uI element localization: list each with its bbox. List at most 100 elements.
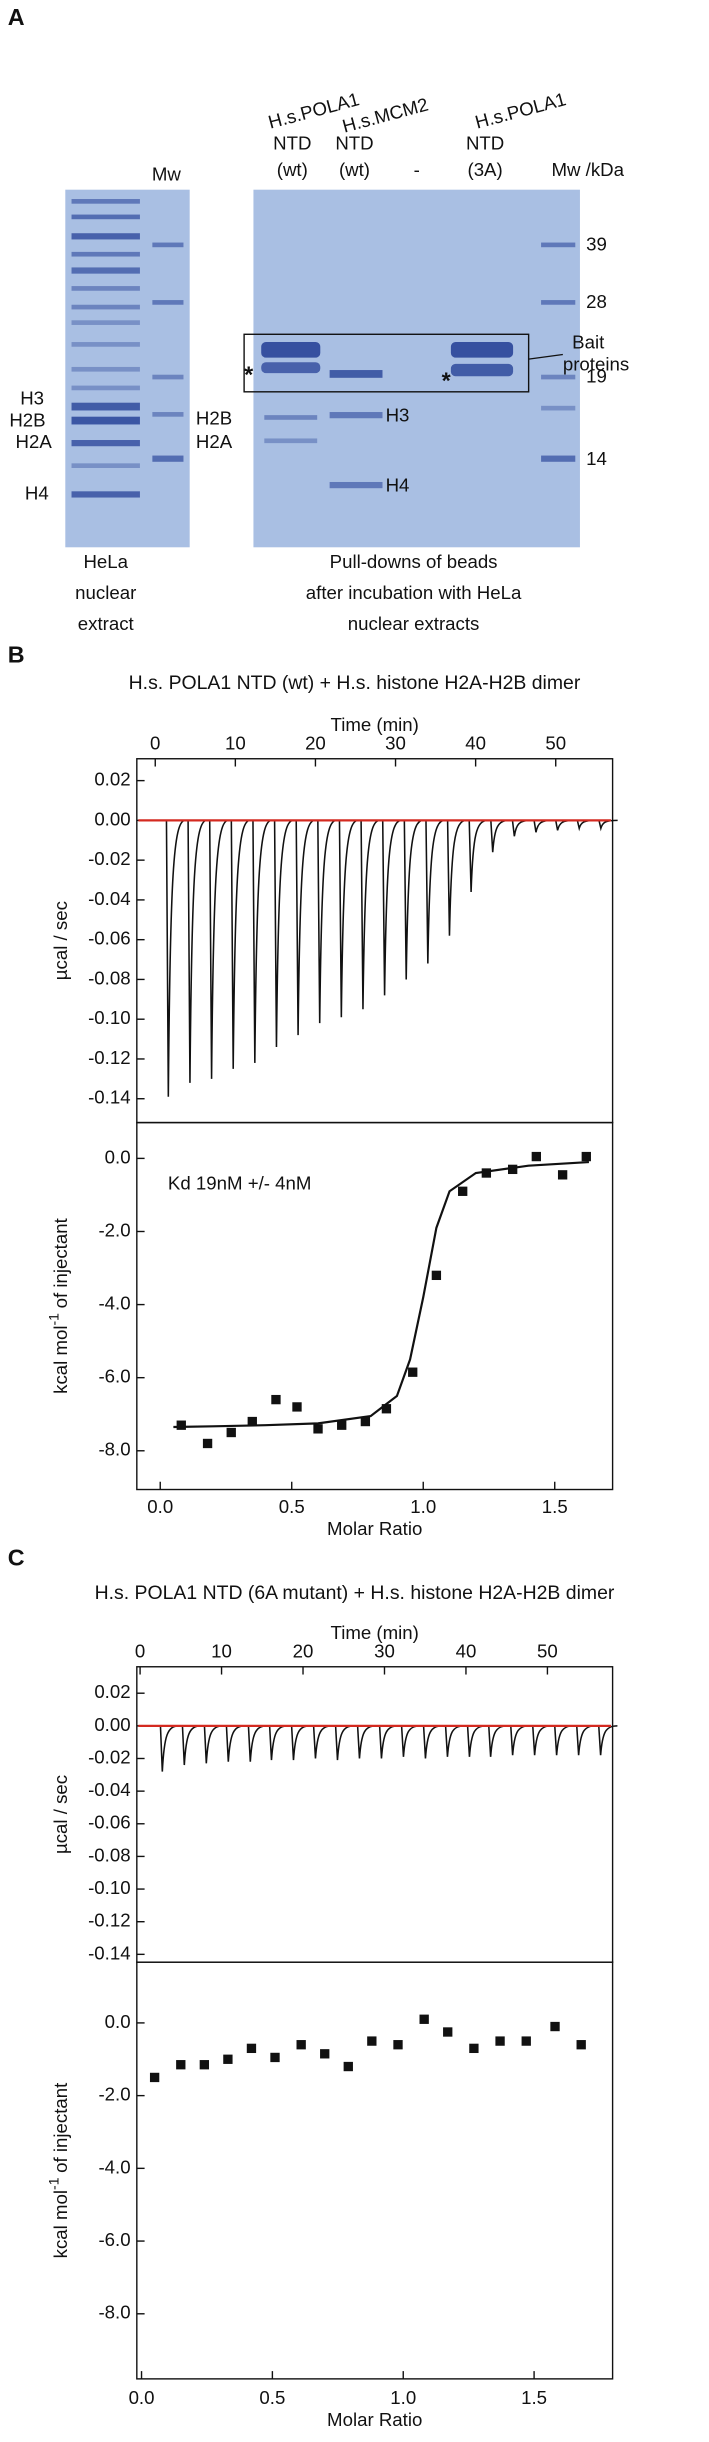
chart-title: H.s. POLA1 NTD (6A mutant) + H.s. histon… xyxy=(95,1582,615,1604)
lane-header: - xyxy=(414,159,420,180)
y-tick-label: 0.02 xyxy=(94,1681,130,1702)
x-axis-title: Time (min) xyxy=(331,1622,419,1643)
band-label: H2B xyxy=(196,408,232,429)
data-point xyxy=(247,1416,257,1427)
y-tick-label: -0.12 xyxy=(88,1047,131,1068)
y-tick-label: -4.0 xyxy=(98,2156,130,2177)
data-point xyxy=(176,1420,186,1430)
data-point xyxy=(343,2061,353,2072)
x-tick-label: 40 xyxy=(465,733,486,754)
injection-peak xyxy=(356,1725,377,1759)
data-point xyxy=(296,2040,306,2050)
injection-peak xyxy=(208,819,229,1079)
injection-peak xyxy=(553,1725,574,1756)
y-tick-label: -0.08 xyxy=(88,967,131,988)
data-point xyxy=(557,1170,568,1180)
data-point xyxy=(550,2021,560,2032)
panel-label: C xyxy=(8,1545,25,1571)
mw-marker: 28 xyxy=(586,291,607,312)
injection-peak xyxy=(230,819,251,1069)
plot-frame xyxy=(136,1666,614,1963)
annotation: Kd 19nM +/- 4nM xyxy=(168,1173,312,1194)
y-tick-label: -2.0 xyxy=(98,1219,130,1240)
data-point xyxy=(226,1427,236,1438)
data-point xyxy=(149,2072,160,2083)
injection-peak xyxy=(312,1725,333,1759)
data-point xyxy=(419,2014,429,2024)
data-point xyxy=(381,1404,392,1414)
y-tick-label: -0.06 xyxy=(88,928,131,949)
injection-peak xyxy=(533,819,553,833)
x-tick-label: 50 xyxy=(537,1641,558,1662)
y-axis-title: µcal / sec xyxy=(50,901,71,980)
injection-peak xyxy=(400,1725,421,1757)
data-point xyxy=(531,1151,541,1162)
injection-peak xyxy=(338,819,359,1018)
injection-peak xyxy=(247,1725,268,1762)
data-point xyxy=(393,2040,403,2050)
y-tick-label: -0.06 xyxy=(88,1812,131,1833)
data-point xyxy=(443,2027,453,2037)
band-label: H4 xyxy=(25,482,49,503)
caption: after incubation with HeLa xyxy=(306,582,522,603)
injection-peak xyxy=(576,819,597,832)
injection-peak xyxy=(575,1725,596,1756)
gel-extract xyxy=(65,189,190,548)
injection-peak xyxy=(187,819,207,1083)
y-axis-title-sup: -1 xyxy=(45,1313,61,1326)
y-tick-label: -2.0 xyxy=(98,2084,130,2105)
injection-peak xyxy=(295,819,316,1036)
injection-peak xyxy=(165,819,186,1097)
x-tick-label: 10 xyxy=(225,733,246,754)
data-point xyxy=(271,1394,281,1405)
data-point xyxy=(199,2060,210,2070)
itc-panel: B H.s. POLA1 NTD (wt) + H.s. histone H2A-… xyxy=(8,641,618,1539)
band-label: H3 xyxy=(20,388,44,409)
gel-bands xyxy=(71,199,576,498)
injection-peak xyxy=(317,819,337,1024)
y-tick-label: 0.02 xyxy=(94,769,130,790)
x-tick-label: 30 xyxy=(385,733,406,754)
data-point xyxy=(481,1168,492,1178)
data-point xyxy=(495,2036,505,2046)
mw-header: Mw /kDa xyxy=(551,159,624,180)
injection-peak xyxy=(403,819,424,980)
y-axis-title-part: kcal mol xyxy=(50,1325,71,1393)
band-label: H2A xyxy=(196,431,233,452)
injection-peak xyxy=(381,819,402,996)
y-tick-label: -0.02 xyxy=(88,848,131,869)
y-tick-label: 0.0 xyxy=(105,1146,131,1167)
injection-peak xyxy=(273,819,294,1048)
band-label: H3 xyxy=(386,405,410,426)
band-label: H2B xyxy=(9,409,45,430)
panel-label: B xyxy=(8,641,25,667)
data-point xyxy=(202,1438,213,1449)
x-tick-label: 1.0 xyxy=(390,2387,416,2408)
injection-peak xyxy=(225,1725,246,1762)
lane-header: NTD xyxy=(335,133,373,154)
mw-marker: 39 xyxy=(586,234,607,255)
y-tick-label: -4.0 xyxy=(98,1293,130,1314)
y-tick-label: -0.10 xyxy=(88,1007,131,1028)
y-tick-label: 0.00 xyxy=(94,1714,130,1735)
band-label: H4 xyxy=(386,475,410,496)
x-tick-label: 0.0 xyxy=(129,2387,155,2408)
x-tick-label: 0.0 xyxy=(147,1496,173,1517)
injection-peak xyxy=(203,1725,224,1764)
x-axis-title: Molar Ratio xyxy=(327,2409,422,2430)
x-tick-label: 0 xyxy=(150,733,160,754)
plot-frame xyxy=(136,1961,614,2380)
y-axis-title-sup: -1 xyxy=(45,2177,61,2190)
caption: nuclear extracts xyxy=(348,613,480,634)
lane-header: H.s.POLA1 xyxy=(473,88,569,132)
injection-peak xyxy=(490,819,510,853)
lane-header: (wt) xyxy=(339,159,370,180)
itc-panel: C H.s. POLA1 NTD (6A mutant) + H.s. histo… xyxy=(8,1545,618,2430)
caption: extract xyxy=(78,613,135,634)
y-tick-label: -6.0 xyxy=(98,1366,130,1387)
bait-label: proteins xyxy=(563,353,629,374)
y-tick-label: -0.12 xyxy=(88,1910,131,1931)
x-tick-label: 1.5 xyxy=(521,2387,547,2408)
y-tick-label: -0.10 xyxy=(88,1877,131,1898)
asterisk: * xyxy=(244,361,254,387)
